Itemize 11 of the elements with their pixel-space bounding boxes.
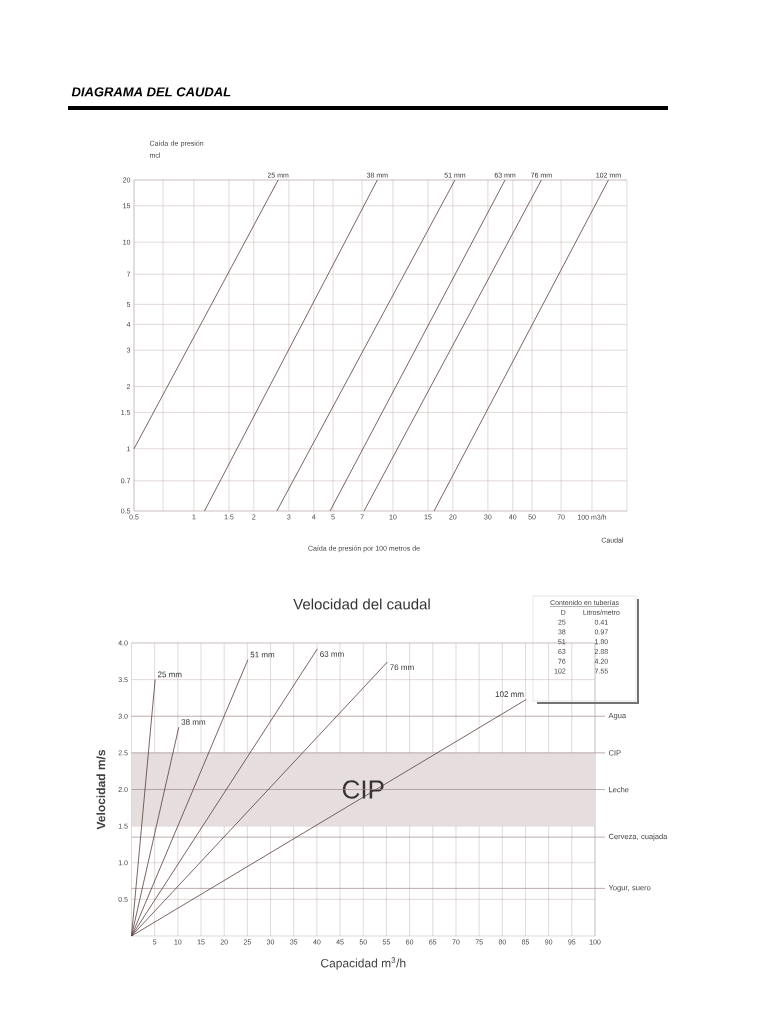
- band-label: CIP: [342, 780, 384, 799]
- series-label: 76 mm: [390, 664, 414, 671]
- x-axis-title: Capacidad m$^{3}$/h: [321, 957, 406, 970]
- chart-title: Velocidad del caudal: [293, 598, 430, 610]
- chart-title: DIAGRAMA DEL CAUDAL: [71, 87, 231, 97]
- series-label: 38 mm: [181, 719, 206, 725]
- series-label: 25 mm: [157, 671, 182, 678]
- series-label: 51 mm: [250, 651, 275, 658]
- y-axis-title: Velocidad m/s: [96, 749, 106, 830]
- series-label: 102 mm: [495, 691, 524, 697]
- series-label: 63 mm: [320, 651, 344, 657]
